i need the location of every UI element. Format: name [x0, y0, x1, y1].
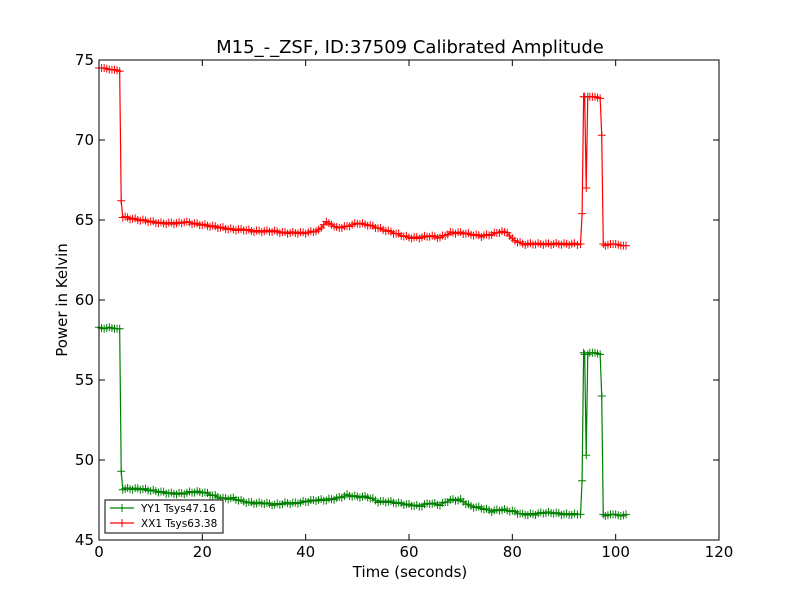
data-point-marker [597, 131, 606, 140]
y-axis: 45 50 55 60 65 70 75 [75, 51, 719, 549]
data-point-marker [115, 324, 124, 333]
x-axis-label: Time (seconds) [352, 563, 468, 581]
y-tick-label: 65 [75, 211, 94, 229]
data-point-marker [578, 476, 587, 485]
chart-title: M15_-_ZSF, ID:37509 Calibrated Amplitude [216, 37, 604, 58]
data-point-marker [599, 240, 608, 248]
data-point-marker [117, 467, 126, 476]
y-tick-label: 55 [75, 371, 94, 389]
x-tick-label: 60 [399, 543, 418, 561]
series-yy1 [95, 323, 630, 520]
data-point-marker [622, 241, 630, 250]
x-axis: 0 20 40 60 80 100 120 [94, 60, 733, 561]
data-point-marker [622, 510, 630, 519]
x-tick-label: 0 [94, 543, 104, 561]
series-xx1 [95, 64, 630, 250]
y-tick-label: 60 [75, 291, 94, 309]
data-point-marker [596, 350, 605, 359]
legend-items: YY1 Tsys47.16 XX1 Tsys63.38 [110, 503, 217, 530]
data-point-marker [117, 196, 126, 205]
x-tick-label: 120 [705, 543, 734, 561]
data-point-marker [596, 94, 605, 103]
data-point-marker [576, 240, 585, 248]
data-point-marker [582, 451, 591, 460]
data-point-marker [599, 510, 608, 519]
legend-swatch-marker [118, 519, 126, 527]
legend-swatch-marker [118, 504, 126, 512]
legend-box [104, 499, 224, 534]
data-point-marker [578, 209, 587, 218]
y-axis-label: Power in Kelvin [53, 243, 71, 357]
y-tick-label: 70 [75, 131, 94, 149]
x-tick-label: 100 [601, 543, 630, 561]
data-point-marker [576, 510, 585, 519]
x-tick-label: 80 [503, 543, 522, 561]
series-markers [95, 64, 630, 250]
data-point-marker [115, 67, 124, 76]
data-point-marker [597, 392, 606, 400]
data-point-marker [582, 184, 591, 192]
legend-label: YY1 Tsys47.16 [140, 503, 216, 515]
y-tick-label: 75 [75, 51, 94, 69]
legend-label: XX1 Tsys63.38 [141, 518, 217, 530]
data-point-marker [583, 350, 592, 359]
y-tick-label: 45 [75, 531, 94, 549]
plot-series-group [95, 64, 630, 520]
legend: YY1 Tsys47.16 XX1 Tsys63.38 [104, 499, 224, 534]
y-tick-label: 50 [75, 451, 94, 469]
x-tick-label: 20 [193, 543, 212, 561]
x-tick-label: 40 [296, 543, 315, 561]
series-markers [95, 323, 630, 520]
